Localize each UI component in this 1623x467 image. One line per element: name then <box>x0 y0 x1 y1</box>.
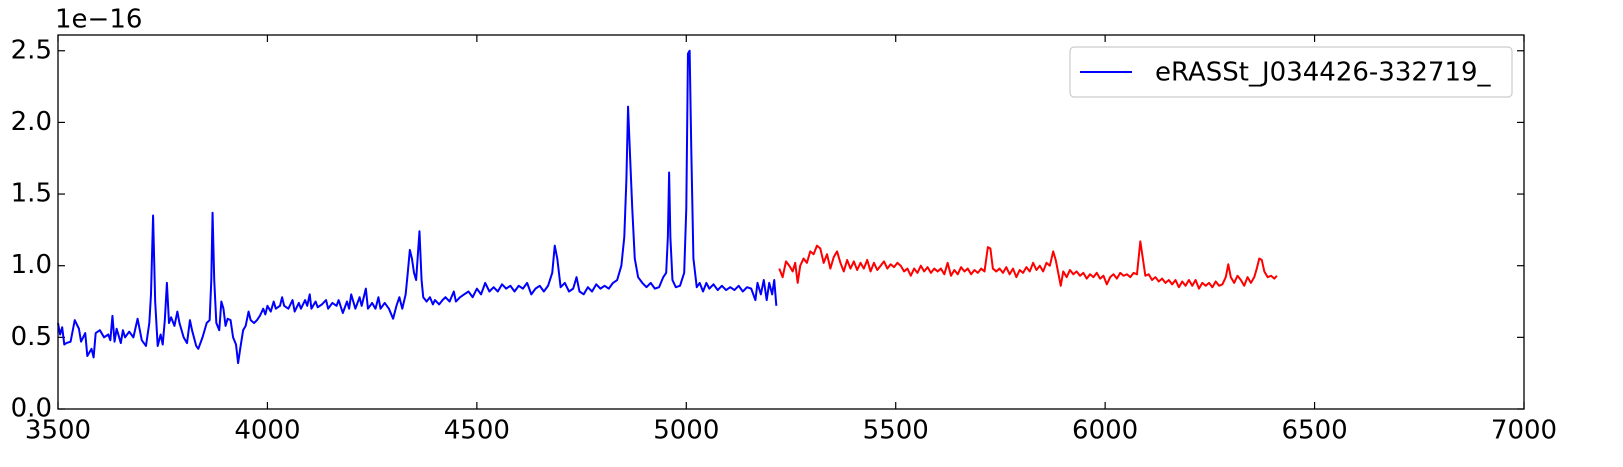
x-tick-label: 6500 <box>1281 416 1347 446</box>
x-tick-label: 6000 <box>1072 416 1138 446</box>
spectrum-line <box>778 240 1278 290</box>
y-tick-label: 0.5 <box>11 322 52 352</box>
plot-frame <box>57 34 1525 410</box>
spectrum-line <box>57 49 778 365</box>
y-tick-label: 1.5 <box>11 179 52 209</box>
x-tick-label: 5500 <box>863 416 929 446</box>
y-tick-label: 1.0 <box>11 250 52 280</box>
y-tick-label: 0.0 <box>11 394 52 424</box>
y-tick-label: 2.5 <box>11 35 52 65</box>
legend-box <box>1069 46 1513 98</box>
x-tick-label: 3500 <box>25 416 91 446</box>
legend-label: eRASSt_J034426-332719_ <box>1155 58 1492 88</box>
x-tick-label: 4000 <box>234 416 300 446</box>
offset-label: 1e−16 <box>55 5 142 35</box>
y-tick-label: 2.0 <box>11 107 52 137</box>
x-tick-label: 5000 <box>653 416 719 446</box>
x-tick-label: 4500 <box>444 416 510 446</box>
x-tick-label: 7000 <box>1491 416 1557 446</box>
